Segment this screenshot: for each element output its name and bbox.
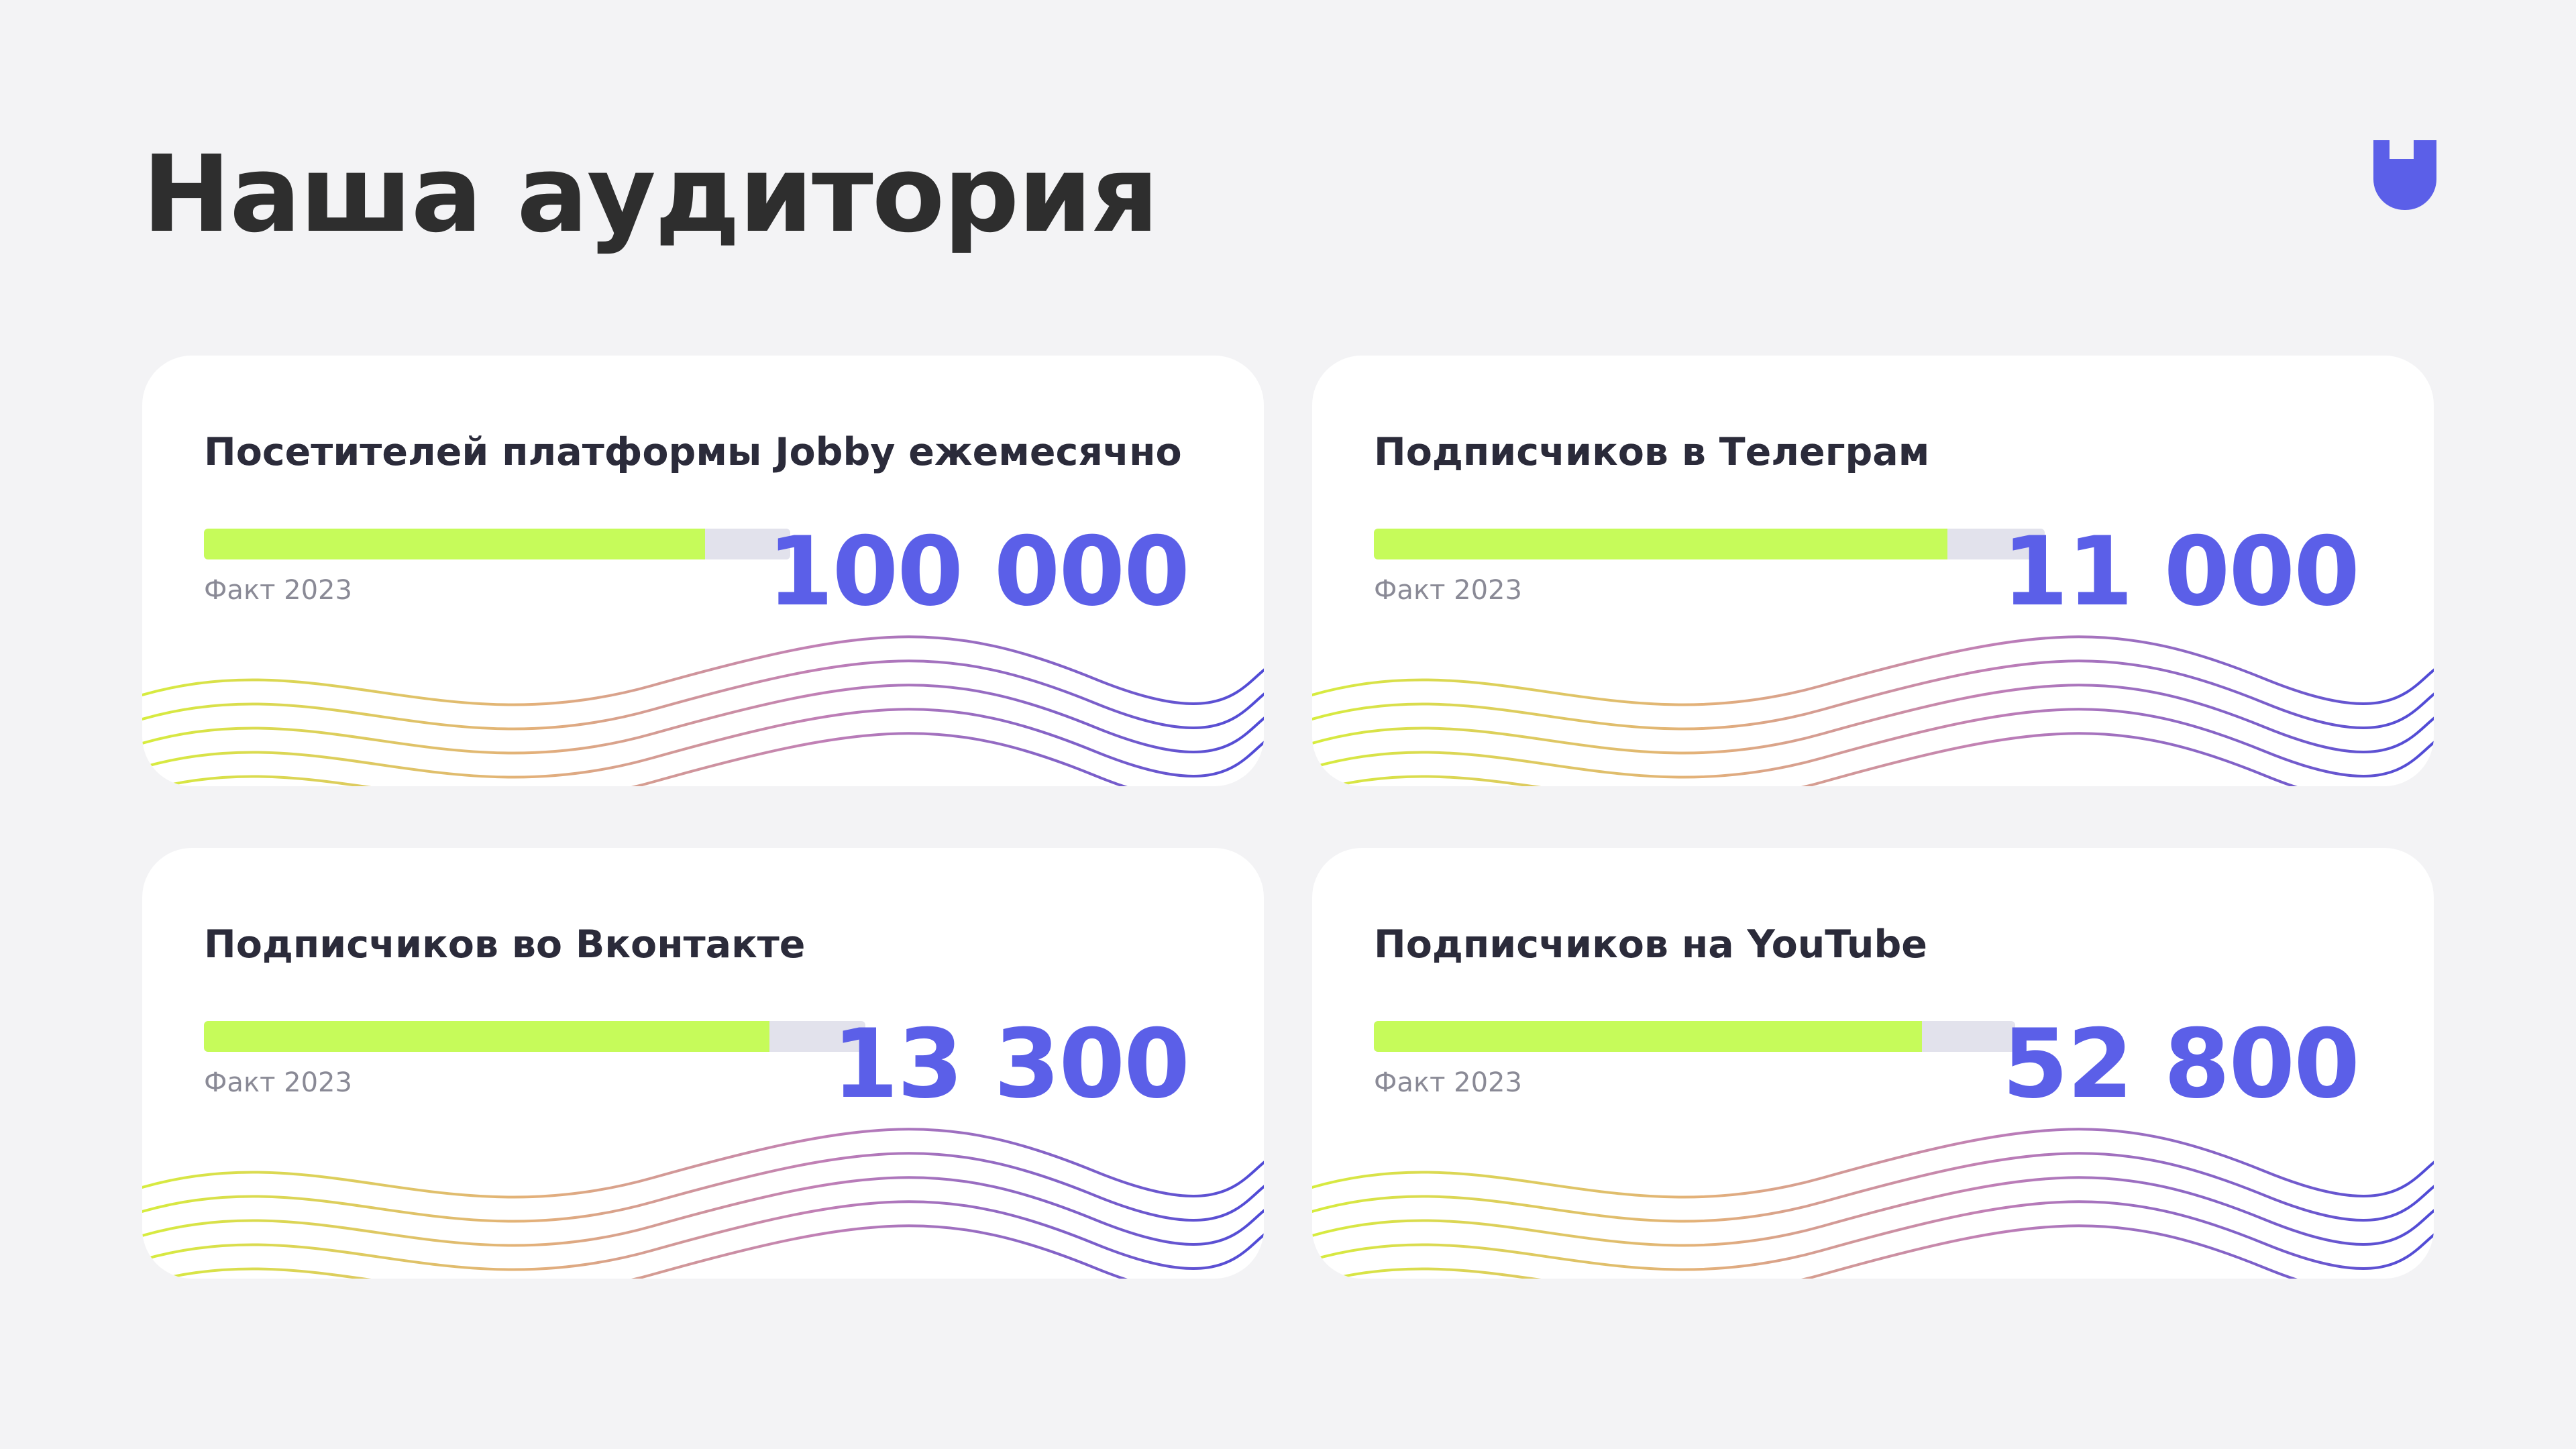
progress-fill <box>204 1021 770 1052</box>
wave-line <box>158 732 1264 786</box>
jobby-logo-icon <box>2373 140 2436 210</box>
wave-line <box>142 659 1264 731</box>
page-title: Наша аудитория <box>142 133 1159 256</box>
wave-line <box>1312 1200 2434 1271</box>
decorative-waves <box>1312 1128 2434 1279</box>
wave-line <box>142 708 1264 779</box>
wave-line <box>1312 708 2434 779</box>
wave-line <box>158 1224 1264 1279</box>
card-title: Подписчиков в Телеграм <box>1374 430 1930 474</box>
stat-card-vkontakte: Подписчиков во Вконтакте Факт 2023 13 30… <box>142 848 1264 1279</box>
wave-line <box>1312 1128 2434 1199</box>
progress-bar <box>1374 529 2045 559</box>
stat-card-telegram: Подписчиков в Телеграм Факт 2023 11 000 <box>1312 356 2434 786</box>
card-title: Подписчиков во Вконтакте <box>204 922 806 967</box>
progress-bar <box>204 529 790 559</box>
progress-bar <box>204 1021 865 1052</box>
metric-value: 11 000 <box>2002 517 2360 627</box>
progress-bar <box>1374 1021 2015 1052</box>
metric-value: 52 800 <box>2002 1009 2360 1120</box>
fact-label: Факт 2023 <box>204 1067 352 1098</box>
progress-fill <box>1374 529 1947 559</box>
decorative-waves <box>142 635 1264 786</box>
card-title: Посетителей платформы Jobby ежемесячно <box>204 430 1182 474</box>
wave-line <box>1312 1152 2434 1223</box>
decorative-waves <box>1312 635 2434 786</box>
stat-card-platform-visitors: Посетителей платформы Jobby ежемесячно Ф… <box>142 356 1264 786</box>
wave-line <box>1312 659 2434 731</box>
wave-line <box>1328 732 2434 786</box>
wave-line <box>142 1152 1264 1223</box>
decorative-waves <box>142 1128 1264 1279</box>
fact-label: Факт 2023 <box>204 575 352 606</box>
wave-line <box>1312 1176 2434 1247</box>
wave-line <box>142 1200 1264 1271</box>
fact-label: Факт 2023 <box>1374 575 1522 606</box>
wave-line <box>1312 684 2434 755</box>
wave-line <box>142 684 1264 755</box>
card-title: Подписчиков на YouTube <box>1374 922 1927 967</box>
progress-fill <box>1374 1021 1923 1052</box>
progress-fill <box>204 529 706 559</box>
wave-line <box>142 1128 1264 1199</box>
wave-line <box>142 635 1264 706</box>
wave-line <box>1328 1224 2434 1279</box>
stat-card-youtube: Подписчиков на YouTube Факт 2023 52 800 <box>1312 848 2434 1279</box>
fact-label: Факт 2023 <box>1374 1067 1522 1098</box>
wave-line <box>1312 635 2434 706</box>
wave-line <box>142 1176 1264 1247</box>
metric-value: 100 000 <box>767 517 1190 627</box>
metric-value: 13 300 <box>832 1009 1190 1120</box>
